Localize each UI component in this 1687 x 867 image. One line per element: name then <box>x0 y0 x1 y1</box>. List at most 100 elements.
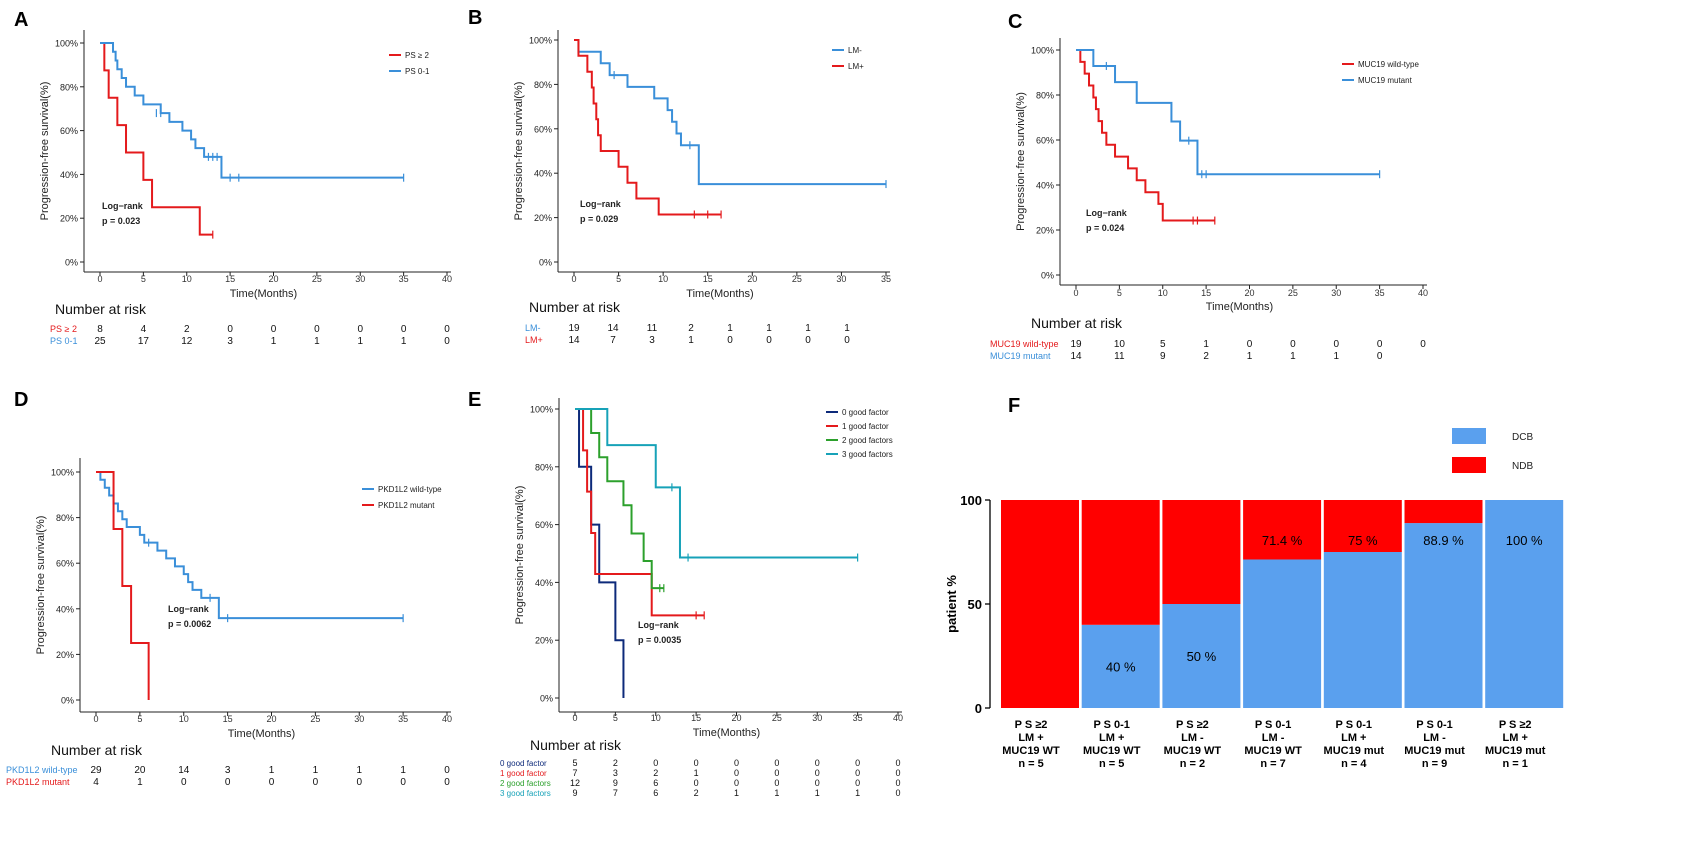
p1-risk-count: 1 <box>844 323 850 334</box>
p2-x-tick-label: 0 <box>1073 288 1078 298</box>
p0-risk-count: 1 <box>401 336 407 347</box>
p4-risk-count: 6 <box>653 788 658 798</box>
p4-km-curve-3 <box>575 408 858 559</box>
p5-category-label-4: n = 4 <box>1341 758 1367 770</box>
p4-risk-count: 0 <box>895 788 900 798</box>
p4-risk-count: 1 <box>694 768 699 778</box>
p0-x-tick-label: 40 <box>442 274 452 284</box>
p5-category-label-2: LM - <box>1181 732 1204 744</box>
p3-risk-count: 1 <box>137 777 143 788</box>
p5-category-label-2: P S ≥2 <box>1176 719 1209 731</box>
p2-risk-count: 0 <box>1420 339 1426 350</box>
p4-risk-row-label-2: 2 good factors <box>500 779 551 788</box>
p5-y-axis-label: patient % <box>944 575 959 633</box>
p2-risk-count: 5 <box>1160 339 1166 350</box>
p5-bar-value-label-4: 75 % <box>1348 533 1378 548</box>
p3-y-tick-label: 40% <box>56 604 74 614</box>
p3-x-tick-label: 20 <box>266 714 276 724</box>
p3-risk-title: Number at risk <box>51 742 143 758</box>
p5-y-tick-label: 50 <box>968 597 982 612</box>
p1-risk-count: 1 <box>727 323 733 334</box>
p5-category-label-6: P S ≥2 <box>1499 719 1532 731</box>
p0-risk-row-label-0: PS ≥ 2 <box>50 324 77 334</box>
p4-risk-count: 7 <box>572 768 577 778</box>
p3-legend-label-1: PKD1L2 mutant <box>378 501 435 510</box>
p0-risk-count: 0 <box>401 324 407 335</box>
p4-risk-count: 0 <box>895 768 900 778</box>
p1-km-curve-1 <box>574 39 722 216</box>
p5-category-label-0: MUC19 WT <box>1002 745 1060 757</box>
p0-panel-letter: A <box>14 9 28 31</box>
p4-y-tick-label: 100% <box>530 405 553 415</box>
p5-bar-dcb-2 <box>1162 604 1241 708</box>
p0-km-curve-0 <box>100 42 213 236</box>
p3-risk-row-label-1: PKD1L2 mutant <box>6 777 70 787</box>
p4-y-tick-label: 20% <box>535 636 553 646</box>
p1-x-tick-label: 15 <box>703 274 713 284</box>
p2-risk-row-label-1: MUC19 mutant <box>990 351 1051 361</box>
p1-risk-count: 1 <box>766 323 772 334</box>
p3-x-tick-label: 0 <box>93 714 98 724</box>
p2-risk-count: 1 <box>1203 339 1209 350</box>
p2-risk-count: 0 <box>1247 339 1253 350</box>
p2-km-curve-0 <box>1076 49 1215 222</box>
p5-category-label-0: P S ≥2 <box>1015 719 1048 731</box>
p3-risk-row-label-0: PKD1L2 wild-type <box>6 765 78 775</box>
p4-risk-count: 1 <box>855 788 860 798</box>
p3-km-curve-1 <box>96 471 150 700</box>
p1-x-axis-label: Time(Months) <box>686 288 753 300</box>
p4-panel-letter: E <box>468 389 481 411</box>
p0-risk-count: 4 <box>141 324 147 335</box>
p5-bar-dcb-3 <box>1243 559 1322 708</box>
p0-legend-label-0: PS ≥ 2 <box>405 51 430 60</box>
p1-risk-title: Number at risk <box>529 299 621 315</box>
p5-bar-ndb-1 <box>1081 500 1160 625</box>
p4-y-tick-label: 0% <box>540 694 553 704</box>
p4-risk-count: 9 <box>572 788 577 798</box>
p0-y-axis-label: Progression-free survival(%) <box>39 82 51 221</box>
p5-category-label-1: P S 0-1 <box>1093 719 1130 731</box>
p4-risk-count: 9 <box>613 778 618 788</box>
p4-risk-count: 0 <box>815 768 820 778</box>
p2-x-tick-label: 35 <box>1375 288 1385 298</box>
p3-x-tick-label: 15 <box>223 714 233 724</box>
p2-x-tick-label: 5 <box>1117 288 1122 298</box>
p3-risk-count: 14 <box>178 765 190 776</box>
p4-legend-label-3: 3 good factors <box>842 450 893 459</box>
p5-category-label-5: MUC19 mut <box>1404 745 1465 757</box>
p3-x-tick-label: 25 <box>310 714 320 724</box>
p2-risk-title: Number at risk <box>1031 315 1123 331</box>
p5-legend-label-dcb: DCB <box>1512 432 1533 443</box>
p4-km-curve-2 <box>575 408 664 590</box>
p3-km-curve-0 <box>96 471 404 620</box>
p1-risk-count: 0 <box>844 335 850 346</box>
p0-x-tick-label: 15 <box>225 274 235 284</box>
p5-bar-ndb-4 <box>1323 500 1402 552</box>
p1-logrank-label: Log−rank <box>580 199 622 209</box>
p3-risk-count: 1 <box>313 765 319 776</box>
p3-risk-count: 0 <box>356 777 362 788</box>
p2-risk-count: 0 <box>1377 351 1383 362</box>
p5-bar-dcb-6 <box>1485 500 1564 708</box>
p1-panel-letter: B <box>468 7 482 29</box>
p0-risk-count: 17 <box>138 336 150 347</box>
p3-risk-count: 0 <box>225 777 231 788</box>
p5-bar-value-label-3: 71.4 % <box>1262 533 1303 548</box>
p1-risk-count: 1 <box>688 335 694 346</box>
p3-y-tick-label: 60% <box>56 559 74 569</box>
p1-y-tick-label: 100% <box>529 36 552 46</box>
p0-y-tick-label: 60% <box>60 126 78 136</box>
p4-risk-count: 5 <box>572 758 577 768</box>
p0-x-axis-label: Time(Months) <box>230 288 297 300</box>
p2-risk-count: 11 <box>1114 351 1125 362</box>
p3-y-tick-label: 20% <box>56 650 74 660</box>
p0-y-tick-label: 20% <box>60 214 78 224</box>
p4-logrank-p: p = 0.0035 <box>638 635 681 645</box>
p1-risk-count: 0 <box>766 335 772 346</box>
p1-y-tick-label: 40% <box>534 169 552 179</box>
p2-legend-label-0: MUC19 wild-type <box>1358 60 1419 69</box>
p2-y-tick-label: 20% <box>1036 226 1054 236</box>
p4-risk-count: 0 <box>895 758 900 768</box>
p2-risk-count: 14 <box>1070 351 1082 362</box>
p2-logrank-p: p = 0.024 <box>1086 223 1124 233</box>
